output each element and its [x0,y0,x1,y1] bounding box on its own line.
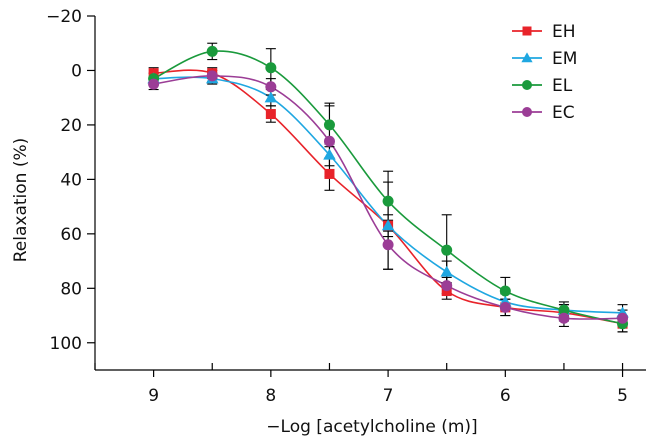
y-tick-label: 80 [60,279,82,299]
x-tick-label: 7 [383,386,394,406]
point-ec [206,70,218,82]
y-tick-label: −20 [46,7,82,27]
y-tick-label: 20 [60,116,82,136]
legend-label-ec: EC [552,103,575,123]
legend-label-eh: EH [552,22,576,42]
point-em [440,265,453,277]
legend-marker-eh [522,26,532,36]
x-tick-label: 8 [265,386,276,406]
point-eh [324,168,335,179]
point-ec [382,239,394,251]
point-el [558,304,570,316]
point-el [206,45,218,57]
point-ec [323,135,335,147]
y-tick-label: 40 [60,170,82,190]
legend-marker-el [522,80,532,90]
legend: EH EM EL EC [512,22,577,123]
axes: −20 0 20 40 60 80 100 9 8 7 6 5 [46,7,646,406]
point-el [441,244,453,256]
point-ec [499,301,511,313]
point-el [499,285,511,297]
x-axis-title: −Log [acetylcholine (m)] [266,417,477,437]
y-tick-label: 60 [60,225,82,245]
legend-marker-em [521,52,533,63]
legend-label-em: EM [552,49,577,69]
curve-ec [153,75,623,320]
legend-label-el: EL [552,76,573,96]
point-ec [265,81,277,93]
y-tick-label: 0 [71,61,82,81]
point-ec [558,312,570,324]
point-eh [265,109,276,120]
point-ec [617,312,629,324]
x-tick-label: 9 [148,386,159,406]
data-markers [147,45,629,330]
y-tick-label: 100 [50,334,82,354]
point-em [323,148,336,160]
point-ec [148,78,160,90]
point-el [382,195,394,207]
x-tick-label: 5 [617,386,628,406]
legend-marker-ec [522,107,532,117]
point-ec [441,280,453,292]
y-axis-title: Relaxation (%) [11,138,31,263]
point-em [381,219,395,231]
point-el [265,62,277,74]
point-el [323,119,335,131]
point-em [264,91,278,103]
x-tick-label: 6 [500,386,511,406]
